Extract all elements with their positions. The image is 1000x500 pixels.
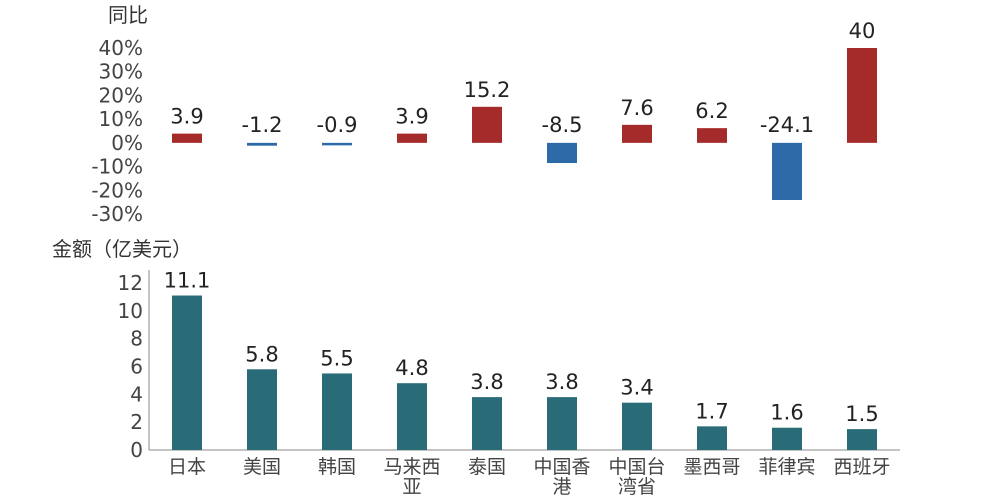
category-label: 中国台 (608, 456, 665, 478)
yoy-data-label: -0.9 (317, 113, 358, 137)
yoy-bar (247, 142, 277, 146)
yoy-data-label: 40 (849, 19, 876, 43)
amount-bar (547, 397, 577, 450)
amount-bar (172, 295, 202, 450)
amount-data-label: 1.7 (695, 399, 728, 423)
amount-data-label: 5.8 (245, 342, 278, 366)
amount-data-label: 3.8 (545, 370, 578, 394)
amount-bar (772, 427, 802, 450)
bottom-y-tick-label: 10 (118, 299, 143, 323)
category-label: 美国 (243, 456, 281, 478)
amount-data-label: 11.1 (164, 269, 211, 293)
amount-data-label: 3.4 (620, 376, 653, 400)
yoy-data-label: 3.9 (170, 105, 203, 129)
yoy-data-label: 15.2 (464, 78, 511, 102)
amount-bar (622, 402, 652, 450)
yoy-bar (847, 48, 877, 143)
amount-data-label: 1.6 (770, 401, 803, 425)
yoy-data-label: -8.5 (542, 113, 583, 137)
amount-bar (397, 383, 427, 450)
top-y-tick-label: 40% (99, 36, 143, 60)
yoy-bar (547, 142, 577, 164)
amount-bar (847, 429, 877, 450)
category-label: 西班牙 (833, 456, 890, 478)
category-label: 泰国 (468, 456, 506, 478)
category-label: 菲律宾 (758, 456, 815, 478)
amount-data-label: 3.8 (470, 370, 503, 394)
category-label: 韩国 (318, 456, 356, 478)
category-label: 中国香 (533, 456, 590, 478)
amount-data-label: 4.8 (395, 356, 428, 380)
yoy-data-label: -24.1 (760, 113, 814, 137)
amount-bar (472, 397, 502, 450)
yoy-data-label: -1.2 (242, 113, 283, 137)
yoy-bar-chart: 40%30%20%10%0%-10%-20%-30% 3.9 -1.2 -0.9 3.9… (91, 19, 877, 226)
category-label: 墨西哥 (683, 456, 740, 478)
bottom-y-tick-label: 12 (118, 271, 143, 295)
category-label: 马来西 (383, 456, 440, 478)
top-y-tick-label: -20% (91, 178, 143, 202)
top-y-tick-label: 0% (111, 131, 143, 155)
amount-bar (322, 373, 352, 450)
top-y-tick-label: 20% (99, 83, 143, 107)
amount-bar (697, 426, 727, 450)
yoy-bar (622, 124, 652, 143)
top-y-tick-label: -30% (91, 202, 143, 226)
bottom-y-tick-label: 8 (130, 327, 143, 351)
yoy-data-label: 7.6 (620, 96, 653, 120)
yoy-bar (772, 142, 802, 201)
amount-data-label: 1.5 (845, 402, 878, 426)
top-y-axis-title: 同比 (108, 3, 148, 27)
bottom-y-tick-label: 6 (130, 355, 143, 379)
amount-bar (247, 369, 277, 450)
bottom-y-axis-title: 金额（亿美元） (52, 237, 192, 261)
yoy-data-label: 3.9 (395, 105, 428, 129)
category-label: 亚 (402, 476, 421, 498)
bottom-y-tick-label: 0 (130, 438, 143, 462)
category-label: 港 (552, 476, 571, 498)
amount-data-label: 5.5 (320, 346, 353, 370)
yoy-bar (397, 133, 427, 143)
top-y-tick-label: 30% (99, 60, 143, 84)
yoy-bar (172, 133, 202, 143)
yoy-data-label: 6.2 (695, 99, 728, 123)
yoy-bar (697, 128, 727, 143)
category-label: 日本 (168, 456, 206, 478)
yoy-bar (472, 106, 502, 143)
bottom-y-tick-label: 4 (130, 382, 143, 406)
top-y-tick-label: 10% (99, 107, 143, 131)
top-y-tick-label: -10% (91, 155, 143, 179)
category-label: 湾省 (618, 476, 656, 498)
yoy-bar (322, 142, 352, 146)
bottom-y-tick-label: 2 (130, 410, 143, 434)
